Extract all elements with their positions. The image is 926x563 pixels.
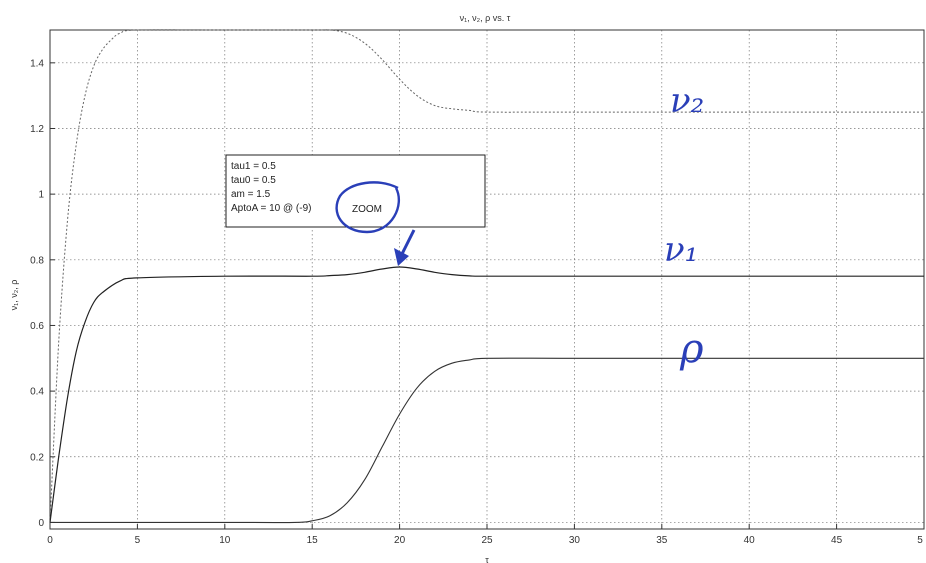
series-layer: [49, 29, 924, 524]
param-am: am = 1.5: [231, 189, 271, 200]
param-tau1: tau1 = 0.5: [231, 161, 276, 172]
y-tick-label: 0.2: [30, 452, 44, 463]
x-tick-label: 15: [307, 535, 319, 546]
hand-label-v1: ν₁: [664, 230, 698, 270]
zoom-arrowhead: [394, 248, 409, 266]
x-tick-label: 45: [831, 535, 843, 546]
series-v2: [49, 29, 924, 523]
y-axis: 0 0.2 0.4 0.6 0.8 1 1.2 1.4: [30, 58, 55, 529]
zoom-circle: [335, 181, 401, 234]
parameter-box: tau1 = 0.5 tau0 = 0.5 am = 1.5 AptoA = 1…: [225, 154, 486, 228]
y-tick-label: 1.4: [30, 58, 44, 69]
zoom-arrow: [399, 229, 416, 257]
series-rho: [50, 357, 924, 524]
x-axis-label: τ: [485, 555, 489, 563]
y-tick-label: 0: [38, 518, 44, 529]
grid: [50, 30, 924, 529]
hand-label-rho: ρ: [679, 326, 704, 372]
y-tick-label: 0.8: [30, 255, 44, 266]
y-axis-label: ν₁, ν₂, ρ: [9, 280, 19, 311]
x-tick-label: 5: [135, 535, 141, 546]
series-v1: [49, 266, 924, 523]
y-tick-label: 0.6: [30, 321, 44, 332]
param-aptoa: AptoA = 10 @ (-9): [231, 203, 311, 214]
x-tick-label: 10: [219, 535, 231, 546]
x-tick-label: 20: [394, 535, 406, 546]
chart-title: ν₁, ν₂, ρ vs. τ: [460, 13, 511, 23]
x-tick-label: 30: [569, 535, 581, 546]
y-tick-label: 0.4: [30, 387, 44, 398]
x-tick-label: 25: [481, 535, 493, 546]
parameter-box-frame: [225, 154, 486, 228]
param-tau0: tau0 = 0.5: [231, 175, 276, 186]
x-tick-label: 35: [656, 535, 668, 546]
zoom-label: ZOOM: [352, 204, 382, 215]
x-tick-label: 0: [47, 535, 53, 546]
x-axis: 0 5 10 15 20 25 30 35 40 45 5: [47, 524, 925, 546]
x-tick-label: 5: [917, 535, 923, 546]
x-tick-label: 40: [744, 535, 756, 546]
hand-label-v2: ν₂: [670, 81, 704, 121]
y-tick-label: 1: [38, 190, 44, 201]
hand-annotations: ν₂ ν₁ ρ: [335, 81, 704, 372]
y-tick-label: 1.2: [30, 124, 44, 135]
